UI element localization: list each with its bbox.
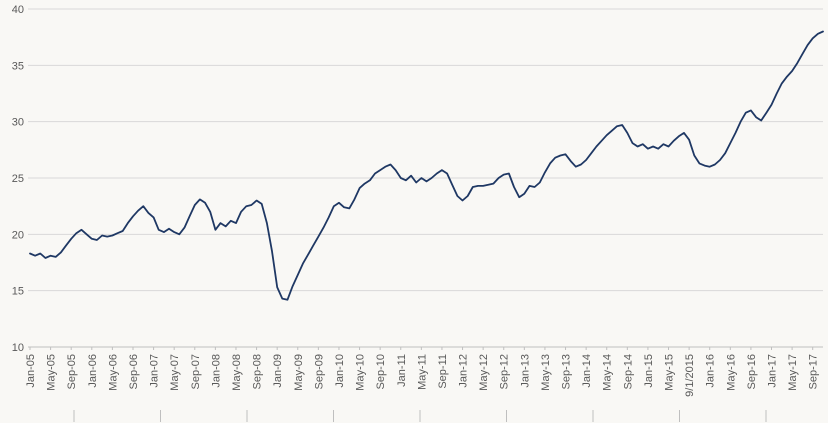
x-axis-tick-label: Sep-06 [128, 354, 140, 389]
x-axis-tick-label: Sep-11 [437, 354, 449, 389]
x-axis-tick-label: Jan-13 [519, 354, 531, 388]
x-axis-tick-label: Sep-14 [622, 354, 634, 389]
x-axis-tick-label: Sep-05 [66, 354, 78, 389]
x-axis-tick-label: Jan-15 [643, 354, 655, 388]
x-axis-tick-label: May-05 [46, 354, 58, 391]
x-axis-tick-label: Sep-13 [561, 354, 573, 389]
y-axis-tick-label: 30 [12, 117, 24, 129]
x-axis-tick-label: Jan-14 [581, 354, 593, 388]
x-axis-tick-label: May-14 [602, 354, 614, 391]
x-axis-tick-label: May-15 [664, 354, 676, 391]
x-axis-tick-label: May-07 [169, 354, 181, 391]
x-axis-tick-label: Sep-17 [808, 354, 820, 389]
x-axis-tick-label: May-09 [293, 354, 305, 391]
x-axis-tick-label: Sep-07 [190, 354, 202, 389]
x-axis-tick-label: May-17 [787, 354, 799, 391]
x-axis-tick-label: Jan-05 [25, 354, 37, 388]
x-axis-tick-label: May-11 [416, 354, 428, 390]
x-axis-tick-label: 9/1/2015 [684, 354, 696, 397]
x-axis-tick-label: Sep-09 [313, 354, 325, 389]
y-axis-tick-label: 35 [12, 60, 24, 72]
x-axis-tick-label: Jan-06 [87, 354, 99, 388]
x-axis-tick-label: May-16 [725, 354, 737, 391]
y-axis-tick-label: 15 [12, 286, 24, 298]
x-axis-tick-label: Sep-12 [499, 354, 511, 389]
data-series-line [29, 30, 824, 301]
x-axis-tick-label: Jan-07 [149, 354, 161, 388]
y-axis-tick-label: 20 [12, 229, 24, 241]
x-axis-tick-label: Jan-08 [210, 354, 222, 388]
x-axis-tick-label: Sep-08 [252, 354, 264, 389]
x-axis-tick-label: Sep-16 [746, 354, 758, 389]
x-axis-tick-label: Jan-12 [458, 354, 470, 388]
y-axis-tick-label: 40 [12, 4, 24, 16]
x-axis-tick-label: Jan-10 [334, 354, 346, 388]
x-axis-tick-label: May-06 [107, 354, 119, 391]
x-axis-tick-label: Jan-09 [272, 354, 284, 388]
x-axis-tick-label: Jan-16 [705, 354, 717, 388]
x-axis-tick-label: May-10 [355, 354, 367, 391]
x-axis-tick-label: May-08 [231, 354, 243, 391]
y-axis-tick-label: 10 [12, 342, 24, 354]
y-axis-tick-label: 25 [12, 173, 24, 185]
x-axis-tick-label: May-13 [540, 354, 552, 391]
x-axis-tick-label: Jan-11 [396, 354, 408, 387]
x-axis-tick-label: Sep-10 [375, 354, 387, 389]
x-axis-tick-label: May-12 [478, 354, 490, 391]
x-axis-tick-label: Jan-17 [767, 354, 779, 388]
